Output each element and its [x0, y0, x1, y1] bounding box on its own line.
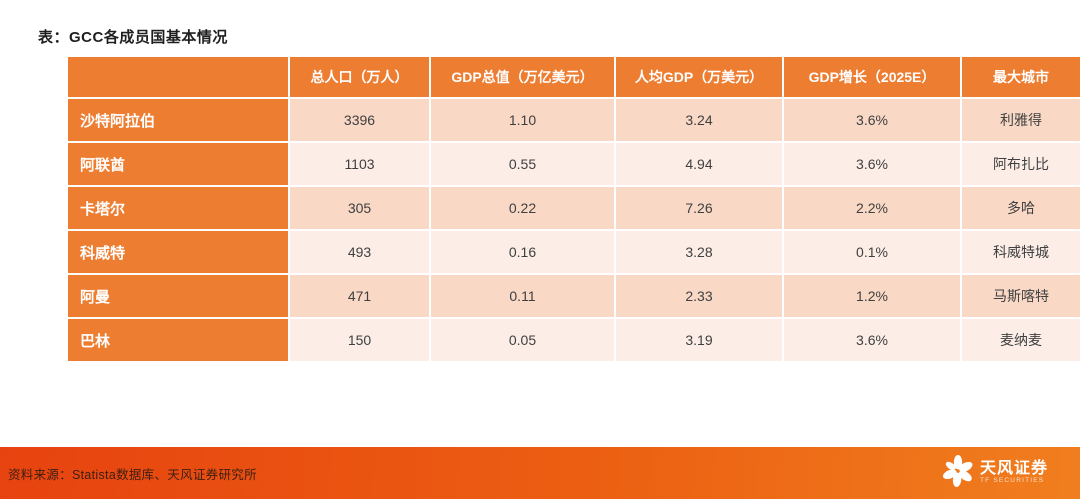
table-cell: 3.6%: [784, 99, 960, 141]
column-header-largest-city: 最大城市: [962, 57, 1080, 97]
table-cell: 1.2%: [784, 275, 960, 317]
table-cell: 麦纳麦: [962, 319, 1080, 361]
table-cell: 0.1%: [784, 231, 960, 273]
table-cell: 马斯喀特: [962, 275, 1080, 317]
gcc-countries-table: 总人口（万人） GDP总值（万亿美元） 人均GDP（万美元） GDP增长（202…: [68, 57, 1080, 361]
table-row-country: 卡塔尔: [68, 187, 288, 229]
column-header-population: 总人口（万人）: [290, 57, 429, 97]
table-cell: 305: [290, 187, 429, 229]
table-cell: 3.24: [616, 99, 782, 141]
table-cell: 4.94: [616, 143, 782, 185]
table-cell: 3.6%: [784, 319, 960, 361]
table-cell: 3.6%: [784, 143, 960, 185]
table-cell: 0.11: [431, 275, 614, 317]
table-cell: 2.2%: [784, 187, 960, 229]
table-cell: 3.28: [616, 231, 782, 273]
table-cell: 3396: [290, 99, 429, 141]
table-cell: 1103: [290, 143, 429, 185]
table-row-country: 巴林: [68, 319, 288, 361]
page-title: 表：GCC各成员国基本情况: [38, 29, 228, 46]
table-cell: 7.26: [616, 187, 782, 229]
flower-icon: [942, 454, 973, 493]
column-header-gdp-per-capita: 人均GDP（万美元）: [616, 57, 782, 97]
table-cell: 科威特城: [962, 231, 1080, 273]
table-cell: 3.19: [616, 319, 782, 361]
table-row-country: 阿曼: [68, 275, 288, 317]
source-note: 资料来源：Statista数据库、天风证券研究所: [8, 467, 257, 482]
table-row-country: 沙特阿拉伯: [68, 99, 288, 141]
table-cell: 493: [290, 231, 429, 273]
table-cell: 471: [290, 275, 429, 317]
brand-name-en: TF SECURITIES: [979, 476, 1045, 484]
column-header-gdp-total: GDP总值（万亿美元）: [431, 57, 614, 97]
table-cell: 1.10: [431, 99, 614, 141]
table-cell: 0.22: [431, 187, 614, 229]
table-cell: 150: [290, 319, 429, 361]
table-cell: 利雅得: [962, 99, 1080, 141]
table-cell: 0.16: [431, 231, 614, 273]
footer-bar: 资料来源：Statista数据库、天风证券研究所 天风证券 TF SECURIT…: [0, 447, 1080, 499]
brand-name-cn: 天风证券: [979, 460, 1048, 478]
table-cell: 2.33: [616, 275, 782, 317]
table-cell: 阿布扎比: [962, 143, 1080, 185]
table-cell: 0.05: [431, 319, 614, 361]
column-header-gdp-growth: GDP增长（2025E）: [784, 57, 960, 97]
tf-securities-logo: 天风证券 TF SECURITIES: [942, 454, 1048, 493]
table-row-country: 科威特: [68, 231, 288, 273]
table-cell: 多哈: [962, 187, 1080, 229]
table-row-country: 阿联酋: [68, 143, 288, 185]
column-header-country: [68, 57, 288, 97]
table-cell: 0.55: [431, 143, 614, 185]
